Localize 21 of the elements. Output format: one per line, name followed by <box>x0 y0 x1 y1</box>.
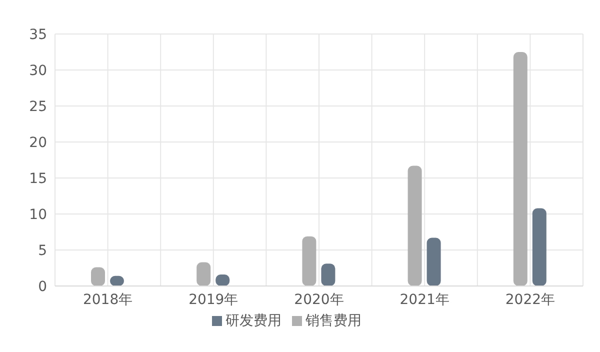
x-tick-label: 2020年 <box>294 292 344 308</box>
bar <box>196 262 211 286</box>
bar <box>302 236 316 286</box>
bar <box>532 208 546 286</box>
x-tick-label: 2022年 <box>505 292 556 308</box>
y-tick-label: 20 <box>29 134 47 151</box>
x-tick-label: 2021年 <box>400 292 450 308</box>
y-tick-label: 10 <box>29 206 47 223</box>
legend-label: 研发费用 <box>226 313 282 329</box>
bar <box>426 238 441 286</box>
x-tick-label: 2018年 <box>82 292 133 308</box>
y-tick-label: 0 <box>38 278 47 295</box>
y-tick-label: 15 <box>29 170 47 187</box>
y-tick-label: 30 <box>29 62 47 79</box>
bar <box>513 52 528 286</box>
bar <box>408 166 422 286</box>
x-tick-label: 2019年 <box>188 292 238 308</box>
y-tick-label: 25 <box>29 98 47 115</box>
y-tick-label: 5 <box>38 242 47 259</box>
legend-label: 销售费用 <box>306 313 362 329</box>
y-tick-label: 35 <box>29 26 47 43</box>
